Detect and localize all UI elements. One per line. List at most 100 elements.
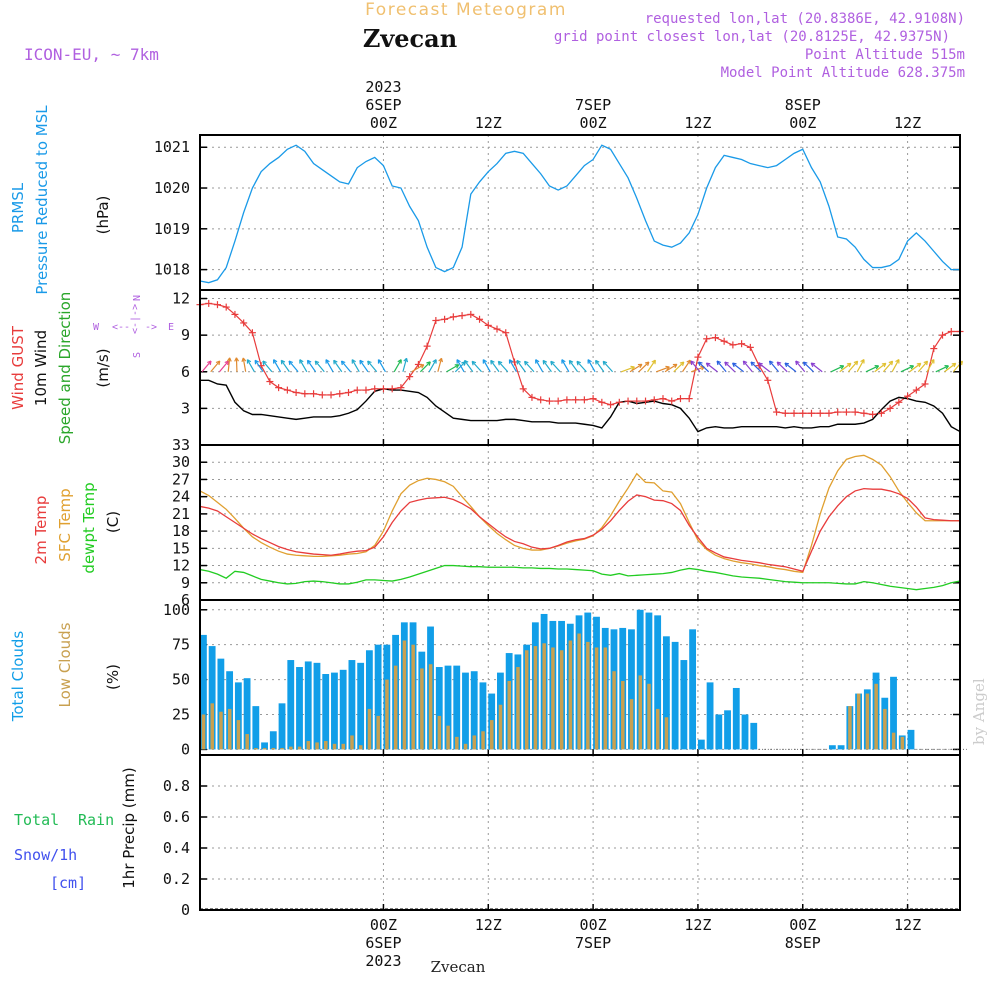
- snow-label: Snow/1h: [14, 846, 77, 864]
- low-cloud-bar: [463, 743, 468, 750]
- y-tick-label: 12: [172, 557, 190, 575]
- wind-direction-arrow: [681, 359, 691, 373]
- compass-rose: N <-|-> W E S <-- ->: [93, 295, 174, 358]
- total-cloud-bar: [365, 650, 373, 750]
- low-cloud-bar: [664, 717, 669, 750]
- wind-arrow-head: [226, 357, 231, 362]
- wind-direction-arrow: [550, 360, 561, 373]
- low-cloud-bar: [271, 748, 276, 750]
- wind-direction-arrow: [262, 360, 273, 373]
- temperature-frame: [199, 444, 961, 601]
- low-cloud-bar: [367, 708, 372, 750]
- wind-arrow-head: [550, 361, 553, 366]
- wind-speed-dir-label: Speed and Direction: [56, 292, 74, 445]
- wind-arrow-head: [340, 360, 343, 366]
- low-cloud-bar: [498, 704, 503, 750]
- low-cloud-bar: [428, 664, 433, 750]
- bottom-location: Zvecan: [431, 958, 486, 976]
- wind-direction-arrow: [341, 360, 351, 373]
- low-cloud-bar: [245, 734, 249, 750]
- wind-direction-arrow: [882, 360, 894, 373]
- wind-arrow-head: [810, 362, 814, 368]
- total-cloud-bar: [348, 660, 356, 750]
- total-cloud-bar: [339, 669, 347, 750]
- wind-direction-arrow: [542, 360, 552, 373]
- wind-direction-arrow: [280, 359, 290, 373]
- wind-direction-arrow: [874, 362, 887, 373]
- temp-dewpt-label: dewpt Temp: [80, 482, 98, 573]
- temp-units: (C): [104, 511, 122, 533]
- bottom-axis-label: 12Z: [894, 916, 921, 934]
- compass-w-arrow: <--: [112, 322, 130, 333]
- y-tick-label: 25: [172, 706, 190, 724]
- total-cloud-bar: [444, 665, 452, 750]
- compass-w: W: [93, 322, 100, 333]
- total-cloud-bar: [671, 641, 679, 750]
- wind-direction-arrow: [839, 362, 852, 373]
- low-cloud-bar: [874, 683, 878, 750]
- location-title: Zvecan: [363, 24, 457, 53]
- total-cloud-bar: [654, 615, 662, 750]
- wind-direction-arrow: [561, 359, 570, 373]
- wind-direction-arrow: [377, 359, 386, 373]
- wind-arrow-head: [888, 360, 893, 364]
- wind-direction-arrow: [351, 359, 360, 373]
- wind-direction-arrow: [602, 360, 614, 373]
- y-tick-label: 15: [172, 539, 190, 557]
- wind-direction-arrow: [576, 360, 587, 373]
- clouds-y-ticks: 0 25 50 75 100: [163, 601, 190, 759]
- y-tick-label: 1018: [154, 261, 190, 279]
- wind-direction-arrow: [742, 360, 753, 373]
- wind-direction-arrow: [795, 360, 806, 373]
- top-axis-label: 00Z: [370, 114, 397, 132]
- wind-arrow-head: [705, 362, 709, 368]
- wind-arrow-head: [463, 360, 466, 365]
- wind-arrow-head: [524, 361, 527, 366]
- wind-direction-arrow: [524, 360, 535, 373]
- wind-arrow-head: [403, 357, 407, 362]
- wind-arrow-head: [690, 360, 693, 366]
- wind-direction-arrow: [769, 360, 780, 373]
- precip-frame: [199, 754, 961, 911]
- total-clouds-label: Total Clouds: [9, 631, 27, 723]
- wind-arrow-head: [288, 360, 291, 366]
- wind-direction-arrow: [314, 360, 325, 373]
- wind-direction-arrow: [219, 360, 229, 373]
- wind-arrow-head: [679, 361, 684, 364]
- credit-watermark: by Angel: [970, 678, 988, 745]
- wind-direction-arrow: [299, 359, 308, 373]
- low-cloud-bar: [376, 715, 380, 750]
- wind-arrow-head: [262, 360, 265, 366]
- low-cloud-bar: [507, 680, 511, 750]
- wind-arrow-head: [497, 361, 500, 366]
- total-cloud-bar: [662, 636, 670, 750]
- wind-panel: 3 6 9 12 Wind GUST 10m Wind Speed and Direc…: [9, 289, 964, 446]
- top-axis-label: 00Z: [789, 114, 816, 132]
- wind-arrow-head: [768, 360, 771, 366]
- wind-direction-arrow: [508, 359, 518, 373]
- wind-direction-arrow: [629, 363, 643, 373]
- total-cloud-bar: [313, 662, 321, 750]
- pressure-line: [199, 144, 960, 284]
- low-cloud-bar: [568, 640, 573, 750]
- wind-arrow-head: [207, 360, 212, 364]
- y-tick-label: 33: [172, 436, 190, 454]
- wind-grid: [200, 290, 960, 445]
- total-cloud-bar: [837, 745, 845, 750]
- low-cloud-bar: [289, 746, 293, 750]
- low-cloud-bar: [856, 693, 861, 750]
- wind-direction-arrow: [847, 360, 859, 373]
- wind-direction-arrow: [535, 359, 544, 373]
- wind-units: (m/s): [94, 348, 112, 387]
- low-cloud-bar: [481, 731, 485, 750]
- total-cloud-bar: [750, 722, 758, 750]
- low-cloud-bar: [891, 732, 896, 750]
- bottom-axis-label: 6SEP: [365, 934, 401, 952]
- wind-speed-line: [200, 379, 961, 433]
- wind-direction-arrow: [568, 360, 579, 373]
- wind-arrow-head: [568, 360, 571, 365]
- total-cloud-bar: [252, 706, 260, 750]
- clouds-panel: 0 25 50 75 100 Total Clouds Low Clouds (%): [9, 599, 967, 759]
- precip-y-ticks: 0 0.2 0.4 0.6 0.8: [163, 777, 190, 919]
